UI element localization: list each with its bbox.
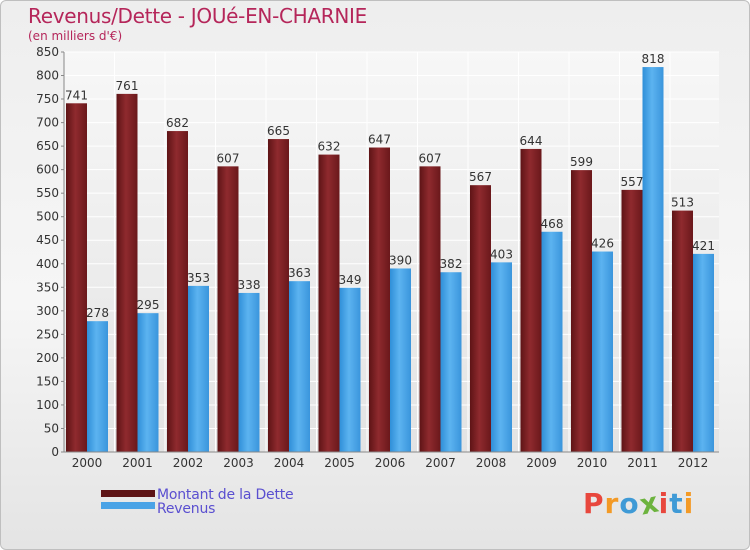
- bar-revenus: [541, 231, 563, 452]
- value-label-dette: 607: [419, 151, 442, 165]
- x-tick-label: 2004: [274, 456, 305, 470]
- legend-swatch-dette: [101, 490, 155, 497]
- y-tick-label: 800: [36, 69, 59, 83]
- y-tick-label: 300: [36, 304, 59, 318]
- bar-revenus: [592, 251, 613, 452]
- bar-dette: [268, 139, 289, 452]
- legend-label-dette: Montant de la Dette: [157, 487, 294, 503]
- bar-revenus: [693, 253, 714, 452]
- x-tick-label: 2011: [627, 456, 658, 470]
- value-label-revenus: 390: [389, 253, 412, 267]
- x-tick-label: 2012: [678, 456, 709, 470]
- value-label-revenus: 278: [86, 306, 109, 320]
- x-tick-label: 2006: [375, 456, 406, 470]
- value-label-revenus: 363: [288, 266, 311, 280]
- bar-dette: [419, 166, 441, 452]
- value-label-dette: 644: [520, 134, 543, 148]
- y-tick-label: 450: [36, 233, 59, 247]
- value-label-dette: 632: [318, 140, 341, 154]
- logo-letter: t: [669, 487, 684, 520]
- value-label-revenus: 468: [541, 217, 564, 231]
- value-label-dette: 665: [267, 124, 290, 138]
- bar-revenus: [491, 262, 512, 452]
- logo-letter: i: [658, 487, 670, 520]
- value-label-revenus: 353: [187, 271, 210, 285]
- x-tick-label: 2000: [72, 456, 103, 470]
- bar-dette: [520, 148, 542, 453]
- legend-swatch-revenus: [101, 502, 155, 509]
- y-tick-label: 550: [36, 186, 59, 200]
- value-label-revenus: 338: [238, 278, 261, 292]
- logo-letter: r: [604, 487, 620, 520]
- value-label-revenus: 403: [490, 247, 513, 261]
- value-label-dette: 513: [671, 196, 694, 210]
- value-label-revenus: 421: [692, 239, 715, 253]
- bar-revenus: [238, 292, 260, 452]
- y-tick-label: 150: [36, 374, 59, 388]
- logo-letter: o: [619, 487, 640, 520]
- y-tick-label: 750: [36, 92, 59, 106]
- bar-chart: 0 50 100 150 200 250 300 350 400 450 500 550 600 650 7…: [36, 45, 719, 470]
- bar-revenus: [188, 285, 209, 452]
- y-tick-label: 600: [36, 163, 59, 177]
- x-tick-label: 2002: [173, 456, 204, 470]
- bar-revenus: [390, 268, 411, 452]
- bar-revenus: [642, 67, 664, 452]
- value-label-revenus: 295: [137, 298, 160, 312]
- logo-letter: P: [583, 487, 605, 520]
- value-label-revenus: 818: [642, 52, 665, 66]
- bar-dette: [672, 210, 693, 452]
- value-label-dette: 741: [65, 88, 88, 102]
- x-tick-label: 2001: [122, 456, 153, 470]
- value-label-revenus: 382: [440, 257, 463, 271]
- y-tick-label: 850: [36, 45, 59, 59]
- x-tick-label: 2007: [425, 456, 456, 470]
- bar-revenus: [440, 272, 462, 452]
- y-tick-label: 50: [44, 421, 59, 435]
- bar-revenus: [289, 281, 310, 452]
- bar-dette: [116, 93, 138, 452]
- y-tick-label: 650: [36, 139, 59, 153]
- value-label-dette: 682: [166, 116, 189, 130]
- chart-subtitle: (en milliers d'€): [28, 29, 123, 43]
- x-tick-label: 2005: [324, 456, 355, 470]
- value-label-revenus: 349: [339, 273, 362, 287]
- value-label-dette: 607: [217, 151, 240, 165]
- bar-revenus: [339, 287, 361, 452]
- y-tick-label: 200: [36, 351, 59, 365]
- y-tick-label: 0: [51, 445, 59, 459]
- bar-dette: [318, 154, 340, 452]
- chart-title: Revenus/Dette - JOUé-EN-CHARNIE: [28, 4, 367, 28]
- value-label-dette: 647: [368, 133, 391, 147]
- value-label-revenus: 426: [591, 237, 614, 251]
- bar-dette: [217, 166, 239, 452]
- y-tick-label: 500: [36, 210, 59, 224]
- x-tick-label: 2010: [577, 456, 608, 470]
- value-label-dette: 567: [469, 170, 492, 184]
- y-tick-label: 700: [36, 116, 59, 130]
- value-label-dette: 761: [116, 79, 139, 93]
- value-label-dette: 599: [570, 155, 593, 169]
- bar-dette: [369, 147, 390, 452]
- legend-label-revenus: Revenus: [157, 501, 216, 517]
- y-tick-label: 100: [36, 398, 59, 412]
- y-tick-label: 350: [36, 280, 59, 294]
- bar-dette: [66, 103, 87, 452]
- bar-dette: [470, 185, 491, 453]
- y-tick-label: 400: [36, 257, 59, 271]
- bar-revenus: [87, 321, 108, 452]
- bar-dette: [167, 131, 188, 452]
- bar-dette: [571, 170, 592, 452]
- bar-dette: [621, 189, 643, 452]
- y-tick-label: 250: [36, 327, 59, 341]
- bar-revenus: [137, 313, 159, 452]
- value-label-dette: 557: [621, 175, 644, 189]
- proxiti-logo: Proxiti: [583, 485, 695, 521]
- x-tick-label: 2003: [223, 456, 254, 470]
- x-tick-label: 2009: [526, 456, 557, 470]
- x-tick-label: 2008: [476, 456, 507, 470]
- logo-letter: i: [683, 487, 695, 520]
